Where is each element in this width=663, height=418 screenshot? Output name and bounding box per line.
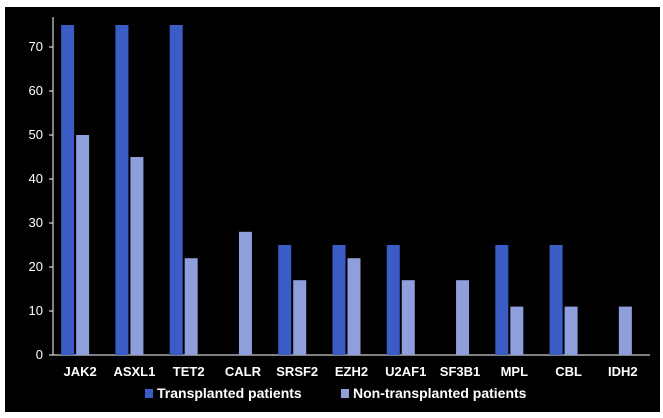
bar-non-transplanted-ezh2 (347, 258, 361, 355)
y-tick-label: 30 (29, 215, 43, 230)
bar-non-transplanted-cbl (564, 306, 578, 355)
bar-transplanted-u2af1 (386, 245, 400, 355)
bar-transplanted-tet2 (169, 25, 183, 355)
bar-transplanted-ezh2 (332, 245, 346, 355)
chart-container: 0 10 20 30 40 50 60 70 JAK2 ASXL1 TET2 CALR SRSF2 EZH… (5, 7, 660, 412)
bar-non-transplanted-calr (238, 231, 252, 355)
x-category-label: TET2 (173, 364, 205, 379)
bar-non-transplanted-srsf2 (293, 280, 307, 355)
x-category-label: CBL (555, 364, 582, 379)
x-category-label: ASXL1 (113, 364, 155, 379)
y-tick-label: 70 (29, 39, 43, 54)
bar-non-transplanted-tet2 (184, 258, 198, 355)
x-category-label: SRSF2 (276, 364, 318, 379)
bar-non-transplanted-u2af1 (401, 280, 415, 355)
bar-non-transplanted-jak2 (76, 135, 90, 355)
y-tick-label: 60 (29, 83, 43, 98)
x-category-label: CALR (225, 364, 262, 379)
y-tick-label: 40 (29, 171, 43, 186)
x-category-label: JAK2 (64, 364, 97, 379)
bar-transplanted-asxl1 (115, 25, 129, 355)
x-category-label: MPL (501, 364, 529, 379)
y-tick-label: 0 (36, 347, 43, 362)
labels-layer: 0 10 20 30 40 50 60 70 JAK2 ASXL1 TET2 CALR SRSF2 EZH… (29, 39, 638, 379)
legend-label-non-transplanted: Non-transplanted patients (353, 385, 527, 401)
x-category-label: IDH2 (608, 364, 638, 379)
legend-label-transplanted: Transplanted patients (157, 385, 302, 401)
bar-non-transplanted-idh2 (618, 306, 632, 355)
bar-transplanted-mpl (495, 245, 509, 355)
bar-non-transplanted-sf3b1 (456, 280, 470, 355)
legend-swatch-transplanted (145, 389, 153, 398)
x-category-label: SF3B1 (440, 364, 480, 379)
x-category-label: EZH2 (335, 364, 368, 379)
y-tick-label: 20 (29, 259, 43, 274)
bar-non-transplanted-mpl (510, 306, 524, 355)
bar-chart: 0 10 20 30 40 50 60 70 JAK2 ASXL1 TET2 CALR SRSF2 EZH… (29, 17, 650, 401)
bars-layer (61, 25, 632, 355)
x-category-label: U2AF1 (385, 364, 426, 379)
bar-transplanted-srsf2 (278, 245, 292, 355)
y-tick-label: 50 (29, 127, 43, 142)
bar-transplanted-cbl (549, 245, 563, 355)
legend: Transplanted patients Non-transplanted pa… (145, 385, 527, 401)
bar-transplanted-jak2 (61, 25, 75, 355)
legend-swatch-non-transplanted (341, 389, 349, 398)
bar-non-transplanted-asxl1 (130, 157, 144, 355)
y-tick-label: 10 (29, 303, 43, 318)
